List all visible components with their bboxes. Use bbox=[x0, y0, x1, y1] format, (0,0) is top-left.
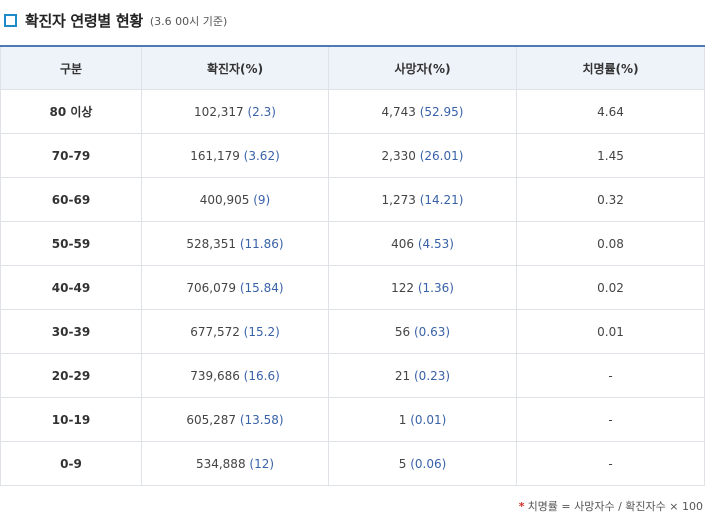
confirmed-count: 400,905 bbox=[199, 192, 250, 207]
table-row: 10-19 605,287 (13.58) 1 (0.01) - bbox=[0, 397, 705, 442]
confirmed-percent: (3.62) bbox=[243, 148, 280, 163]
fatality-rate-cell: 1.45 bbox=[516, 133, 705, 178]
deaths-count: 56 bbox=[394, 324, 411, 339]
row-group-label: 30-39 bbox=[0, 309, 142, 354]
confirmed-count: 739,686 bbox=[190, 368, 240, 383]
table-header-row: 구분 확진자(%) 사망자(%) 치명률(%) bbox=[0, 45, 705, 90]
deaths-count: 1 bbox=[398, 412, 407, 427]
fatality-rate-cell: 4.64 bbox=[516, 89, 705, 134]
column-header-confirmed: 확진자(%) bbox=[141, 45, 329, 90]
section-heading: 확진자 연령별 현황 (3.6 00시 기준) bbox=[4, 8, 227, 32]
row-group-label: 70-79 bbox=[0, 133, 142, 178]
row-group-label: 60-69 bbox=[0, 177, 142, 222]
deaths-percent: (0.63) bbox=[414, 324, 451, 339]
confirmed-percent: (2.3) bbox=[247, 104, 276, 119]
deaths-cell: 2,330 (26.01) bbox=[328, 133, 517, 178]
deaths-cell: 5 (0.06) bbox=[328, 441, 517, 486]
confirmed-percent: (11.86) bbox=[239, 236, 284, 251]
confirmed-percent: (13.58) bbox=[239, 412, 284, 427]
table-row: 50-59 528,351 (11.86) 406 (4.53) 0.08 bbox=[0, 221, 705, 266]
deaths-cell: 56 (0.63) bbox=[328, 309, 517, 354]
page-subtitle: (3.6 00시 기준) bbox=[149, 15, 228, 28]
confirmed-count: 102,317 bbox=[194, 104, 244, 119]
column-header-group: 구분 bbox=[0, 45, 142, 90]
fatality-rate-cell: 0.01 bbox=[516, 309, 705, 354]
confirmed-percent: (9) bbox=[253, 192, 271, 207]
deaths-cell: 1 (0.01) bbox=[328, 397, 517, 442]
deaths-count: 122 bbox=[391, 280, 414, 295]
column-header-fatality: 치명률(%) bbox=[516, 45, 705, 90]
confirmed-cell: 706,079 (15.84) bbox=[141, 265, 329, 310]
row-group-label: 20-29 bbox=[0, 353, 142, 398]
table-row: 70-79 161,179 (3.62) 2,330 (26.01) 1.45 bbox=[0, 133, 705, 178]
deaths-count: 406 bbox=[391, 236, 414, 251]
confirmed-percent: (12) bbox=[249, 456, 275, 471]
confirmed-percent: (16.6) bbox=[243, 368, 280, 383]
confirmed-count: 161,179 bbox=[190, 148, 240, 163]
confirmed-count: 605,287 bbox=[186, 412, 237, 427]
fatality-rate-cell: 0.32 bbox=[516, 177, 705, 222]
deaths-percent: (0.06) bbox=[410, 456, 447, 471]
deaths-cell: 1,273 (14.21) bbox=[328, 177, 517, 222]
footnote-star: * bbox=[518, 500, 525, 513]
confirmed-cell: 528,351 (11.86) bbox=[141, 221, 329, 266]
deaths-percent: (14.21) bbox=[419, 192, 464, 207]
deaths-count: 21 bbox=[394, 368, 411, 383]
footnote: * 치명률 = 사망자수 / 확진자수 × 100 bbox=[519, 498, 703, 514]
table-row: 80 이상 102,317 (2.3) 4,743 (52.95) 4.64 bbox=[0, 89, 705, 134]
deaths-count: 1,273 bbox=[381, 192, 416, 207]
age-stats-table: 구분 확진자(%) 사망자(%) 치명률(%) 80 이상 102,317 (2.… bbox=[0, 45, 705, 486]
confirmed-count: 534,888 bbox=[195, 456, 246, 471]
fatality-rate-cell: 0.08 bbox=[516, 221, 705, 266]
confirmed-percent: (15.84) bbox=[239, 280, 284, 295]
fatality-rate-cell: - bbox=[516, 441, 705, 486]
deaths-percent: (4.53) bbox=[417, 236, 454, 251]
footnote-text: 치명률 = 사망자수 / 확진자수 × 100 bbox=[527, 500, 703, 513]
deaths-cell: 406 (4.53) bbox=[328, 221, 517, 266]
confirmed-cell: 534,888 (12) bbox=[141, 441, 329, 486]
fatality-rate-cell: - bbox=[516, 353, 705, 398]
confirmed-count: 528,351 bbox=[186, 236, 237, 251]
deaths-percent: (0.23) bbox=[414, 368, 451, 383]
table-row: 0-9 534,888 (12) 5 (0.06) - bbox=[0, 441, 705, 486]
deaths-percent: (1.36) bbox=[417, 280, 454, 295]
fatality-rate-cell: 0.02 bbox=[516, 265, 705, 310]
deaths-count: 4,743 bbox=[381, 104, 416, 119]
confirmed-percent: (15.2) bbox=[243, 324, 280, 339]
confirmed-count: 677,572 bbox=[190, 324, 240, 339]
confirmed-cell: 677,572 (15.2) bbox=[141, 309, 329, 354]
confirmed-cell: 102,317 (2.3) bbox=[141, 89, 329, 134]
page-title: 확진자 연령별 현황 bbox=[25, 11, 143, 30]
confirmed-count: 706,079 bbox=[186, 280, 237, 295]
confirmed-cell: 739,686 (16.6) bbox=[141, 353, 329, 398]
deaths-percent: (26.01) bbox=[419, 148, 464, 163]
square-outline-icon bbox=[4, 13, 17, 27]
confirmed-cell: 605,287 (13.58) bbox=[141, 397, 329, 442]
deaths-cell: 4,743 (52.95) bbox=[328, 89, 517, 134]
column-header-deaths: 사망자(%) bbox=[328, 45, 517, 90]
deaths-percent: (52.95) bbox=[419, 104, 464, 119]
table-row: 20-29 739,686 (16.6) 21 (0.23) - bbox=[0, 353, 705, 398]
deaths-cell: 122 (1.36) bbox=[328, 265, 517, 310]
deaths-count: 5 bbox=[398, 456, 407, 471]
row-group-label: 80 이상 bbox=[0, 89, 142, 134]
fatality-rate-cell: - bbox=[516, 397, 705, 442]
confirmed-cell: 400,905 (9) bbox=[141, 177, 329, 222]
row-group-label: 40-49 bbox=[0, 265, 142, 310]
row-group-label: 0-9 bbox=[0, 441, 142, 486]
table-row: 40-49 706,079 (15.84) 122 (1.36) 0.02 bbox=[0, 265, 705, 310]
table-row: 60-69 400,905 (9) 1,273 (14.21) 0.32 bbox=[0, 177, 705, 222]
confirmed-cell: 161,179 (3.62) bbox=[141, 133, 329, 178]
deaths-cell: 21 (0.23) bbox=[328, 353, 517, 398]
table-row: 30-39 677,572 (15.2) 56 (0.63) 0.01 bbox=[0, 309, 705, 354]
deaths-count: 2,330 bbox=[381, 148, 416, 163]
deaths-percent: (0.01) bbox=[410, 412, 447, 427]
row-group-label: 50-59 bbox=[0, 221, 142, 266]
row-group-label: 10-19 bbox=[0, 397, 142, 442]
